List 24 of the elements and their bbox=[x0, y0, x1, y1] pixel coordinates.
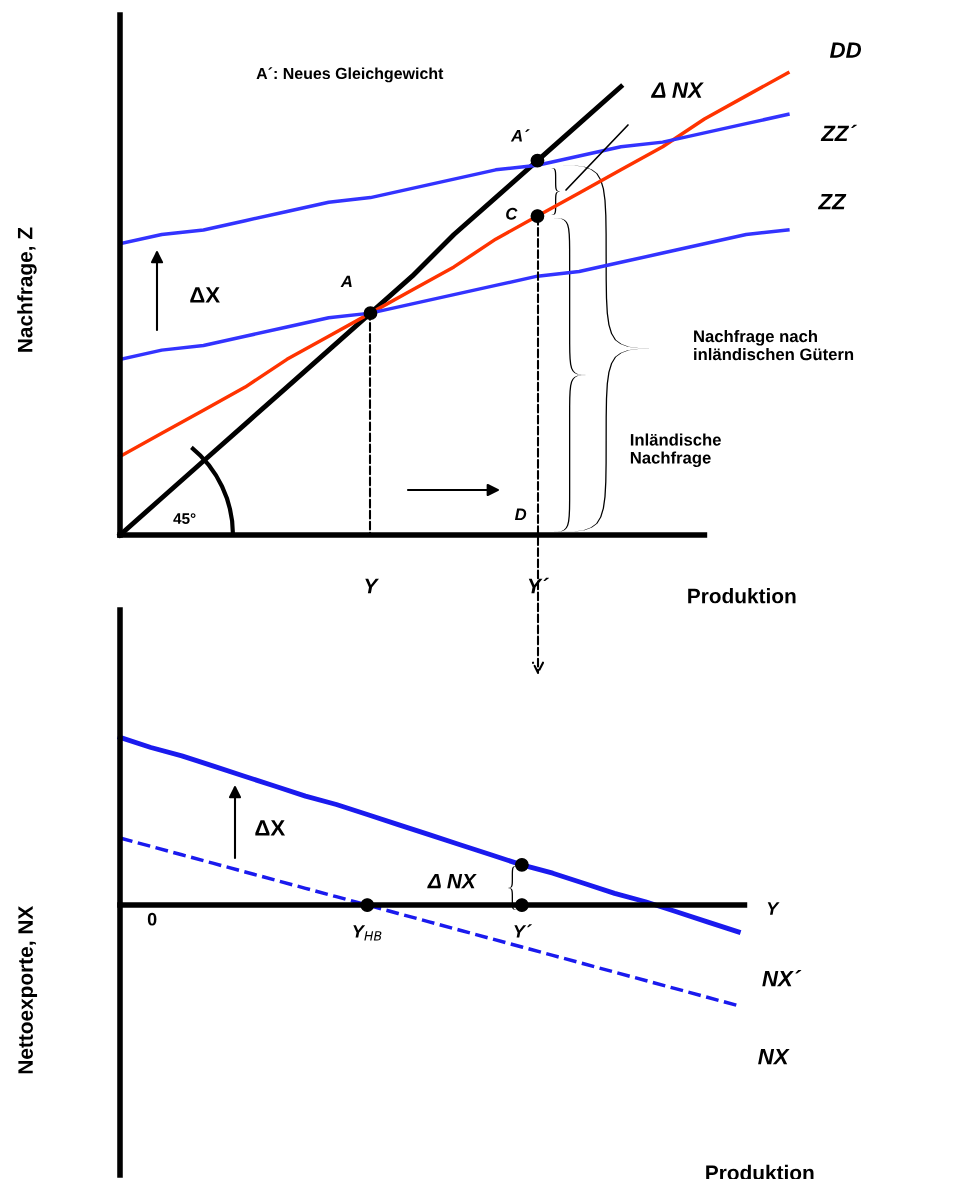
series-label: ZZ bbox=[817, 194, 847, 210]
annotation: A´ bbox=[510, 129, 530, 142]
annotation: Δ NX bbox=[427, 873, 477, 889]
x-axis-title: Produktion bbox=[688, 588, 796, 604]
annotation: A bbox=[340, 275, 352, 288]
text: Y bbox=[767, 902, 780, 915]
series-label: ZZ´ bbox=[820, 124, 857, 141]
annotation: 45° bbox=[173, 513, 196, 525]
x-tick-label: Y$_{HB}$ bbox=[353, 925, 382, 941]
x-tick-label: Y´ bbox=[514, 924, 532, 938]
y-axis-title: Nettoexporte, NX bbox=[18, 905, 38, 1074]
annotation: C bbox=[506, 207, 518, 220]
text: NX´ bbox=[762, 969, 802, 987]
text: DD bbox=[829, 42, 862, 58]
annotation: ΔX bbox=[255, 820, 286, 836]
annotation: A´: Neues Gleichgewicht bbox=[256, 67, 444, 83]
annotation: Nachfrage nach inländischen Gütern bbox=[694, 329, 854, 361]
y-axis-title: Nachfrage, Z bbox=[17, 227, 37, 352]
annotation: D bbox=[514, 508, 527, 521]
annotation: Δ NX bbox=[650, 82, 704, 98]
text: NX bbox=[758, 1048, 790, 1065]
annotation: Inländische Nachfrage bbox=[630, 433, 721, 468]
annotation: ΔX bbox=[190, 287, 220, 303]
annotation: 0 bbox=[147, 912, 157, 926]
